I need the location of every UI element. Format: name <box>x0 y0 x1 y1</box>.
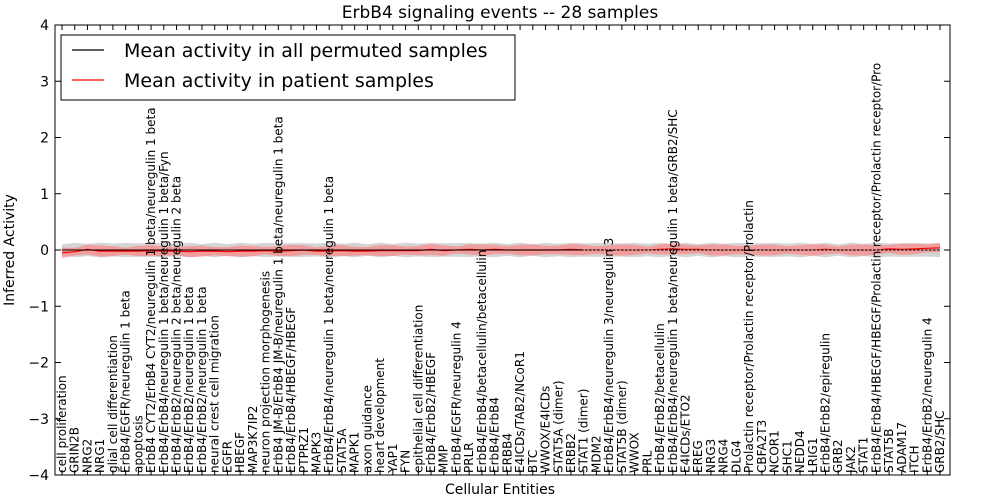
category-label: EREG <box>691 440 705 473</box>
category-label: ErbB4/ErbB2/HBEGF <box>424 352 438 473</box>
category-label: NRG3 <box>704 439 718 473</box>
category-label: ErbB4/ErbB2/neuregulin 1 beta <box>182 286 196 473</box>
category-label: NRG2 <box>80 439 94 473</box>
category-label: ErbB4/EGFR/neuregulin 4 <box>449 321 463 473</box>
category-label: HBEGF <box>233 432 247 473</box>
category-label: glial cell differentiation <box>106 335 120 473</box>
category-label: ErbB4/EGFR/neuregulin 1 beta <box>119 290 133 473</box>
y-tick-label: 2 <box>40 131 49 147</box>
category-label: cell proliferation <box>55 375 69 473</box>
legend-label-permuted: Mean activity in all permuted samples <box>124 40 487 62</box>
category-label: LRIG1 <box>806 438 820 474</box>
category-label: GRB2/SHC <box>933 410 947 473</box>
category-label: ErbB4/ErbB4 <box>488 397 502 473</box>
category-label: GRB2 <box>831 439 845 473</box>
category-label: axon guidance <box>360 385 374 473</box>
y-tick-label: −2 <box>28 356 49 372</box>
category-label: JAK2 <box>844 446 858 474</box>
category-label: ErbB4/ErbB2/epiregulin <box>818 333 832 473</box>
category-label: E4ICDs/TAB2/NCoR1 <box>513 351 527 473</box>
legend: Mean activity in all permuted samples Me… <box>60 34 516 101</box>
category-label: ErbB4 JM-B/ErbB4 JM-B/neuregulin 1 beta/… <box>271 116 285 473</box>
category-label: STAT5A <box>335 428 349 473</box>
category-label: ErbB4/ErbB4/betacellulin/betacellulin <box>475 250 489 473</box>
y-tick-label: −1 <box>28 299 49 315</box>
category-label: MAPK3 <box>309 432 323 473</box>
category-label: STAT5A (dimer) <box>551 380 565 473</box>
category-label: Prolactin receptor/Prolactin receptor/Pr… <box>742 200 756 473</box>
category-label: neuron projection morphogenesis <box>259 271 273 473</box>
category-label: MDM2 <box>589 435 603 473</box>
category-label: WWOX <box>628 432 642 473</box>
y-tick-label: 4 <box>40 18 49 34</box>
category-label: NCOR1 <box>768 430 782 473</box>
category-label: ErbB4/ErbB2/neuregulin 1 beta <box>195 286 209 473</box>
category-label: STAT1 (dimer) <box>577 389 591 473</box>
legend-box <box>60 34 516 101</box>
category-label: MAP3K7IP2 <box>246 406 260 473</box>
category-label: STAT1 <box>857 437 871 473</box>
category-label: ErbB4/ErbB2/betacellulin <box>653 323 667 473</box>
category-label: CBFA2T3 <box>755 420 769 473</box>
category-label: PRLR <box>462 442 476 473</box>
lines-layer <box>61 247 941 254</box>
category-label: ErbB4/ErbB2/neuregulin 4 <box>920 317 934 473</box>
category-label: STAT5B (dimer) <box>615 380 629 473</box>
legend-label-patient: Mean activity in patient samples <box>124 70 434 92</box>
y-axis-label: Inferred Activity <box>2 194 18 306</box>
patient-band <box>62 243 940 259</box>
category-label: E4ICDs/ETO2 <box>679 394 693 473</box>
category-label: ErbB4/ErbB4/HBEGF/HBEGF/Prolactin recept… <box>869 63 883 473</box>
category-label: neural crest cell migration <box>208 315 222 473</box>
category-label: ERBB4 <box>500 433 514 473</box>
category-label: ErbB4/ErbB4/neuregulin 1 beta/neuregulin… <box>322 176 336 473</box>
category-label: ErbB4/ErbB4/neuregulin 3/neuregulin 3 <box>602 238 616 473</box>
x-axis-label: Cellular Entities <box>445 482 555 498</box>
category-label: MAPK1 <box>348 432 362 473</box>
category-label: PTPRZ1 <box>297 427 311 473</box>
category-label: WWOX/E4ICDs <box>539 386 553 473</box>
category-label: ErbB4/ErbB4/neuregulin 1 beta/neuregulin… <box>666 109 680 473</box>
category-label: epithelial cell differentiation <box>411 305 425 473</box>
category-label: PRL <box>640 450 654 473</box>
category-label: DLG4 <box>729 440 743 473</box>
category-label: YAP1 <box>386 444 400 474</box>
category-label: MMP <box>437 445 451 473</box>
y-tick-label: 3 <box>40 74 49 90</box>
category-label: apoptosis <box>131 415 145 473</box>
category-label: ErbB4/ErbB4/neuregulin 1 beta/neuregulin… <box>157 151 171 473</box>
category-label: NRG4 <box>717 439 731 473</box>
category-label: GRIN2B <box>68 427 82 473</box>
category-label: STAT5B <box>882 429 896 474</box>
category-label: NEDD4 <box>793 430 807 473</box>
category-label: ErbB4 CYT2/ErbB4 CYT2/neuregulin 1 beta/… <box>144 107 158 473</box>
y-axis-ticks: 4 3 2 1 0 −1 −2 −3 −4 <box>28 18 950 484</box>
category-label: heart development <box>373 358 387 473</box>
category-label: ADAM17 <box>895 422 909 473</box>
category-label: EGFR <box>220 441 234 473</box>
category-label: ErbB4/ErbB2/neuregulin 2 beta/neuregulin… <box>170 176 184 473</box>
category-label: FYN <box>399 450 413 473</box>
y-tick-label: −3 <box>28 412 49 428</box>
category-label: ErbB4/ErbB4/HBEGF/HBEGF <box>284 307 298 473</box>
x-axis-ticks <box>61 25 941 475</box>
category-label: BTC <box>526 450 540 473</box>
category-label: SHC1 <box>780 440 794 473</box>
y-tick-label: 0 <box>40 243 49 259</box>
category-label: ERBB2 <box>564 433 578 473</box>
y-tick-label: 1 <box>40 187 49 203</box>
chart-title: ErbB4 signaling events -- 28 samples <box>342 3 659 23</box>
y-tick-label: −4 <box>28 468 49 484</box>
category-label: ITCH <box>908 445 922 473</box>
category-label: NRG1 <box>93 439 107 473</box>
